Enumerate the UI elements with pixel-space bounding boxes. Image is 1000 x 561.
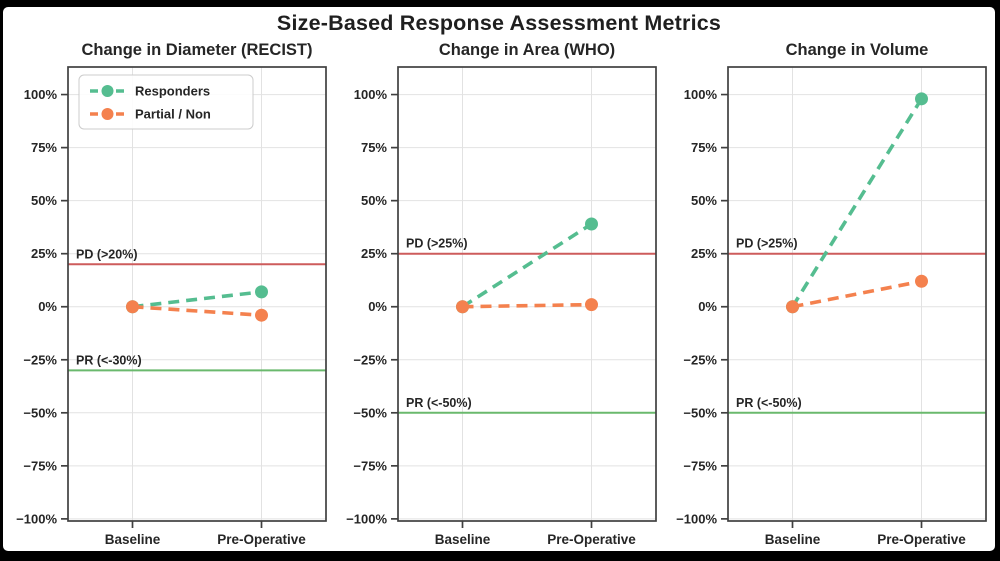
data-point	[585, 298, 598, 312]
y-tick-label: −50%	[353, 405, 387, 420]
series-line-0	[790, 97, 924, 308]
y-tick-label: 75%	[31, 140, 57, 155]
plot-area	[727, 66, 987, 522]
legend-marker	[101, 108, 114, 120]
data-point	[255, 308, 268, 322]
x-tick-label: Baseline	[435, 532, 491, 547]
data-point	[786, 300, 799, 314]
reference-line-label: PR (<-30%)	[76, 353, 142, 367]
x-tick-label: Baseline	[765, 532, 821, 547]
reference-line-label: PD (>25%)	[736, 237, 797, 251]
x-tick-label: Pre-Operative	[547, 532, 636, 547]
plot-area	[397, 66, 657, 522]
legend-entry-label: Responders	[135, 84, 210, 99]
charts-row: Change in Diameter (RECIST) PD (>20%) PR (…	[3, 37, 995, 551]
legend-entry-label: Partial / Non	[135, 107, 211, 122]
y-tick-label: −100%	[16, 511, 57, 526]
y-tick-label: −25%	[23, 352, 57, 367]
series-line-1	[462, 302, 592, 309]
series-line-0	[461, 222, 593, 309]
x-tick-label: Pre-Operative	[877, 532, 966, 547]
subplot-volume: Change in Volume PD (>25%) PR (<-50%) 100% 7…	[664, 37, 994, 551]
data-point	[915, 92, 928, 106]
y-tick-label: 25%	[31, 246, 57, 261]
y-tick-label: 75%	[361, 140, 387, 155]
y-tick-label: −100%	[676, 511, 717, 526]
y-tick-label: −50%	[23, 405, 57, 420]
chart-svg: Change in Area (WHO) PD (>25%) PR (<-50%) 1…	[346, 41, 657, 547]
chart-svg: Change in Diameter (RECIST) PD (>20%) PR (…	[16, 41, 327, 547]
reference-line-label: PR (<-50%)	[736, 396, 802, 410]
y-tick-label: 75%	[691, 140, 717, 155]
y-tick-label: 100%	[24, 87, 58, 102]
subplot-title: Change in Volume	[786, 41, 929, 59]
y-tick-label: −25%	[683, 352, 717, 367]
y-tick-label: −75%	[23, 458, 57, 473]
y-tick-label: −25%	[353, 352, 387, 367]
series-line-1	[792, 279, 922, 309]
y-tick-label: 0%	[368, 299, 387, 314]
series-line-0	[132, 290, 262, 309]
subplot-area-who: Change in Area (WHO) PD (>25%) PR (<-50%) 1…	[334, 37, 664, 551]
y-tick-label: −75%	[683, 458, 717, 473]
y-tick-label: 50%	[31, 193, 57, 208]
data-point	[915, 274, 928, 288]
y-tick-label: 50%	[361, 193, 387, 208]
y-tick-label: −50%	[683, 405, 717, 420]
data-point	[126, 300, 139, 314]
y-tick-label: 100%	[354, 87, 388, 102]
x-tick-label: Pre-Operative	[217, 532, 306, 547]
y-tick-label: 0%	[698, 299, 717, 314]
y-tick-label: 0%	[38, 299, 57, 314]
data-point	[255, 285, 268, 299]
subplot-title: Change in Diameter (RECIST)	[81, 41, 312, 59]
y-tick-label: 25%	[691, 246, 717, 261]
x-tick-label: Baseline	[105, 532, 161, 547]
y-tick-label: −75%	[353, 458, 387, 473]
data-point	[585, 217, 598, 231]
y-tick-label: 100%	[684, 87, 718, 102]
plot-area	[67, 66, 327, 522]
data-point	[456, 300, 469, 314]
y-tick-label: −100%	[346, 511, 387, 526]
y-tick-label: 50%	[691, 193, 717, 208]
chart-svg: Change in Volume PD (>25%) PR (<-50%) 100% 7…	[676, 41, 987, 547]
chart-panel: Size-Based Response Assessment Metrics C…	[3, 7, 995, 551]
reference-line-label: PD (>25%)	[406, 237, 467, 251]
subplot-diameter-recist: Change in Diameter (RECIST) PD (>20%) PR (…	[4, 37, 334, 551]
series-line-1	[132, 304, 262, 318]
y-tick-label: 25%	[361, 246, 387, 261]
subplot-title: Change in Area (WHO)	[439, 41, 615, 59]
legend-marker	[101, 85, 114, 97]
page-title: Size-Based Response Assessment Metrics	[276, 11, 722, 35]
reference-line-label: PD (>20%)	[76, 247, 137, 261]
reference-line-label: PR (<-50%)	[406, 396, 472, 410]
